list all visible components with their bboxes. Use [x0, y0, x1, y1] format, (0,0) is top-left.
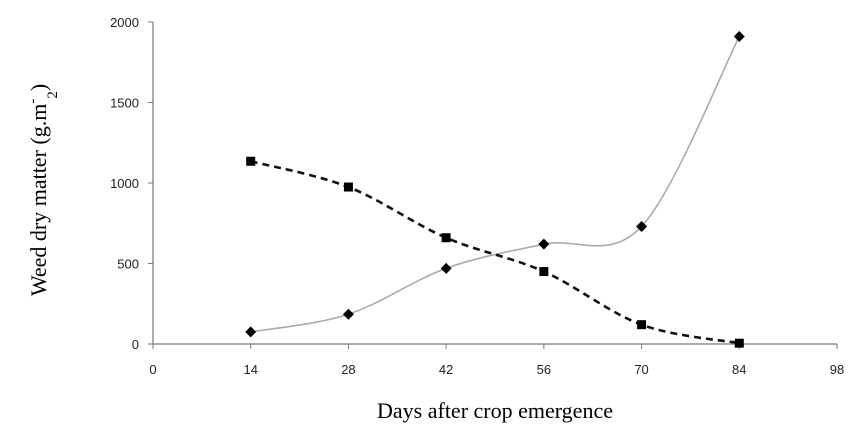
x-tick-label: 28 — [341, 362, 355, 377]
x-tick-label: 0 — [149, 362, 156, 377]
series-line-2 — [250, 160, 740, 345]
y-axis-title-subscript: 2 — [45, 91, 61, 99]
diamond-point — [733, 30, 745, 42]
diamond-point — [245, 326, 257, 338]
diamond-point — [538, 238, 550, 250]
y-tick-label: 0 — [132, 337, 139, 352]
ticks: 0 14 28 42 56 70 84 98 0 500 1000 1500 2000 — [110, 15, 844, 377]
x-tick-label: 56 — [537, 362, 551, 377]
y-axis-title: Weed dry matter (g.m-2) — [25, 84, 61, 296]
axes — [152, 22, 837, 345]
y-axis-title-close: ) — [26, 84, 51, 91]
x-tick-label: 84 — [732, 362, 746, 377]
x-tick-label: 98 — [830, 362, 844, 377]
markers-layer — [245, 30, 745, 348]
x-tick-label: 42 — [439, 362, 453, 377]
square-point — [343, 182, 353, 192]
y-axis-title-main: Weed dry matter (g.m — [26, 104, 51, 297]
square-point — [734, 338, 744, 348]
x-tick-label: 14 — [243, 362, 257, 377]
series-layer — [250, 36, 740, 345]
square-point — [441, 233, 451, 243]
y-tick-label: 1500 — [110, 96, 139, 111]
y-tick-label: 500 — [117, 257, 139, 272]
x-axis-title: Days after crop emergence — [377, 398, 613, 423]
series-line-1 — [250, 36, 740, 333]
y-tick-label: 1000 — [110, 176, 139, 191]
square-point — [637, 320, 647, 330]
y-tick-label: 2000 — [110, 15, 139, 30]
x-tick-label: 70 — [634, 362, 648, 377]
y-axis-title-superscript: - — [25, 99, 41, 104]
diamond-point — [440, 262, 452, 274]
square-point — [246, 156, 256, 166]
diamond-point — [636, 220, 648, 232]
diamond-point — [342, 308, 354, 320]
square-point — [539, 267, 549, 277]
